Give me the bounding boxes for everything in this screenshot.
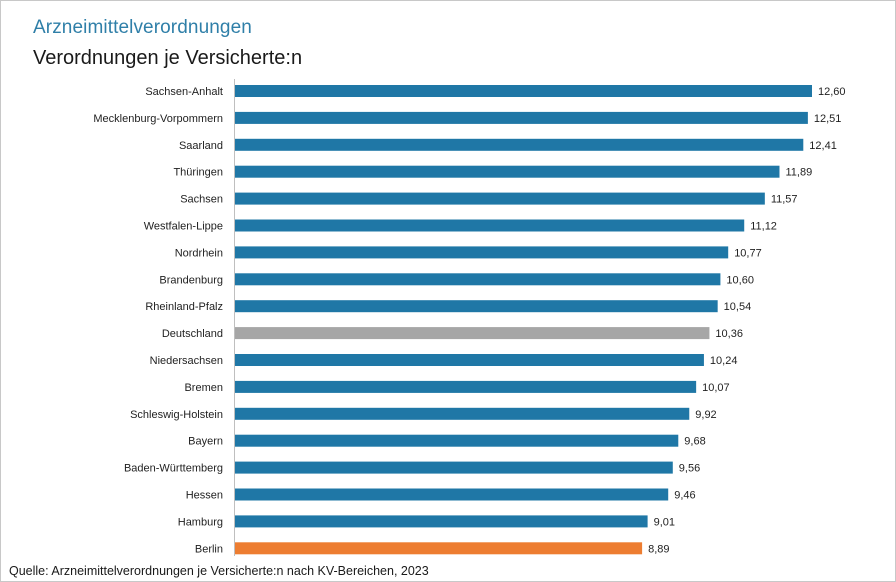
value-label-sachsen: 11,57	[771, 194, 798, 206]
category-label-niedersachsen: Niedersachsen	[150, 355, 223, 367]
value-label-hessen: 9,46	[674, 490, 695, 502]
value-label-mecklenburg-vorpommern: 12,51	[814, 113, 842, 125]
category-label-saarland: Saarland	[179, 140, 223, 152]
category-label-hessen: Hessen	[186, 490, 223, 502]
bar-nordrhein	[235, 246, 729, 259]
value-label-rheinland-pfalz: 10,54	[724, 301, 752, 313]
bar-berlin	[235, 542, 643, 555]
bar-hessen	[235, 488, 669, 501]
value-label-brandenburg: 10,60	[726, 274, 754, 286]
bar-bremen	[235, 380, 697, 393]
bar-westfalen-lippe	[235, 219, 745, 232]
category-label-sachsen: Sachsen	[180, 194, 223, 206]
bar-rheinland-pfalz	[235, 300, 718, 313]
category-label-thüringen: Thüringen	[173, 167, 223, 179]
bar-baden-württemberg	[235, 461, 673, 474]
chart-subtitle: Verordnungen je Versicherte:n	[33, 47, 303, 69]
bar-schleswig-holstein	[235, 407, 690, 420]
value-label-sachsen-anhalt: 12,60	[818, 86, 846, 98]
bar-hamburg	[235, 515, 648, 528]
category-label-brandenburg: Brandenburg	[159, 274, 223, 286]
value-label-bremen: 10,07	[702, 382, 730, 394]
bar-sachsen	[235, 192, 765, 205]
category-label-berlin: Berlin	[195, 543, 223, 555]
chart-title: Arzneimittelverordnungen	[33, 17, 252, 38]
value-label-deutschland: 10,36	[715, 328, 743, 340]
bar-sachsen-anhalt	[235, 85, 812, 97]
category-label-rheinland-pfalz: Rheinland-Pfalz	[145, 301, 223, 313]
bar-chart: Sachsen-Anhalt 12,60 Mecklenburg-Vorpommer…	[93, 79, 846, 556]
bar-bayern	[235, 434, 679, 447]
source-note: Quelle: Arzneimittelverordnungen je Vers…	[9, 564, 429, 578]
bars-group: Sachsen-Anhalt 12,60 Mecklenburg-Vorpommer…	[93, 85, 846, 555]
category-label-bayern: Bayern	[188, 436, 223, 448]
value-label-niedersachsen: 10,24	[710, 355, 738, 367]
value-label-hamburg: 9,01	[654, 516, 675, 528]
bar-saarland	[235, 138, 804, 151]
value-label-baden-württemberg: 9,56	[679, 463, 700, 475]
category-label-bremen: Bremen	[184, 382, 223, 394]
bar-niedersachsen	[235, 354, 704, 366]
value-label-thüringen: 11,89	[785, 167, 812, 179]
value-label-berlin: 8,89	[648, 543, 669, 555]
category-label-mecklenburg-vorpommern: Mecklenburg-Vorpommern	[93, 113, 223, 125]
category-label-hamburg: Hamburg	[178, 516, 223, 528]
bar-deutschland	[235, 327, 710, 340]
category-label-deutschland: Deutschland	[162, 328, 223, 340]
category-label-sachsen-anhalt: Sachsen-Anhalt	[145, 86, 223, 98]
value-label-bayern: 9,68	[684, 436, 705, 448]
value-label-nordrhein: 10,77	[734, 247, 762, 259]
value-label-saarland: 12,41	[809, 140, 837, 152]
bar-thüringen	[235, 165, 780, 178]
value-label-schleswig-holstein: 9,92	[695, 409, 716, 421]
bar-mecklenburg-vorpommern	[235, 111, 808, 124]
category-label-nordrhein: Nordrhein	[175, 247, 223, 259]
category-label-baden-württemberg: Baden-Württemberg	[124, 463, 223, 475]
value-label-westfalen-lippe: 11,12	[750, 221, 777, 233]
bar-brandenburg	[235, 273, 721, 286]
category-label-schleswig-holstein: Schleswig-Holstein	[130, 409, 223, 421]
category-label-westfalen-lippe: Westfalen-Lippe	[144, 221, 223, 233]
